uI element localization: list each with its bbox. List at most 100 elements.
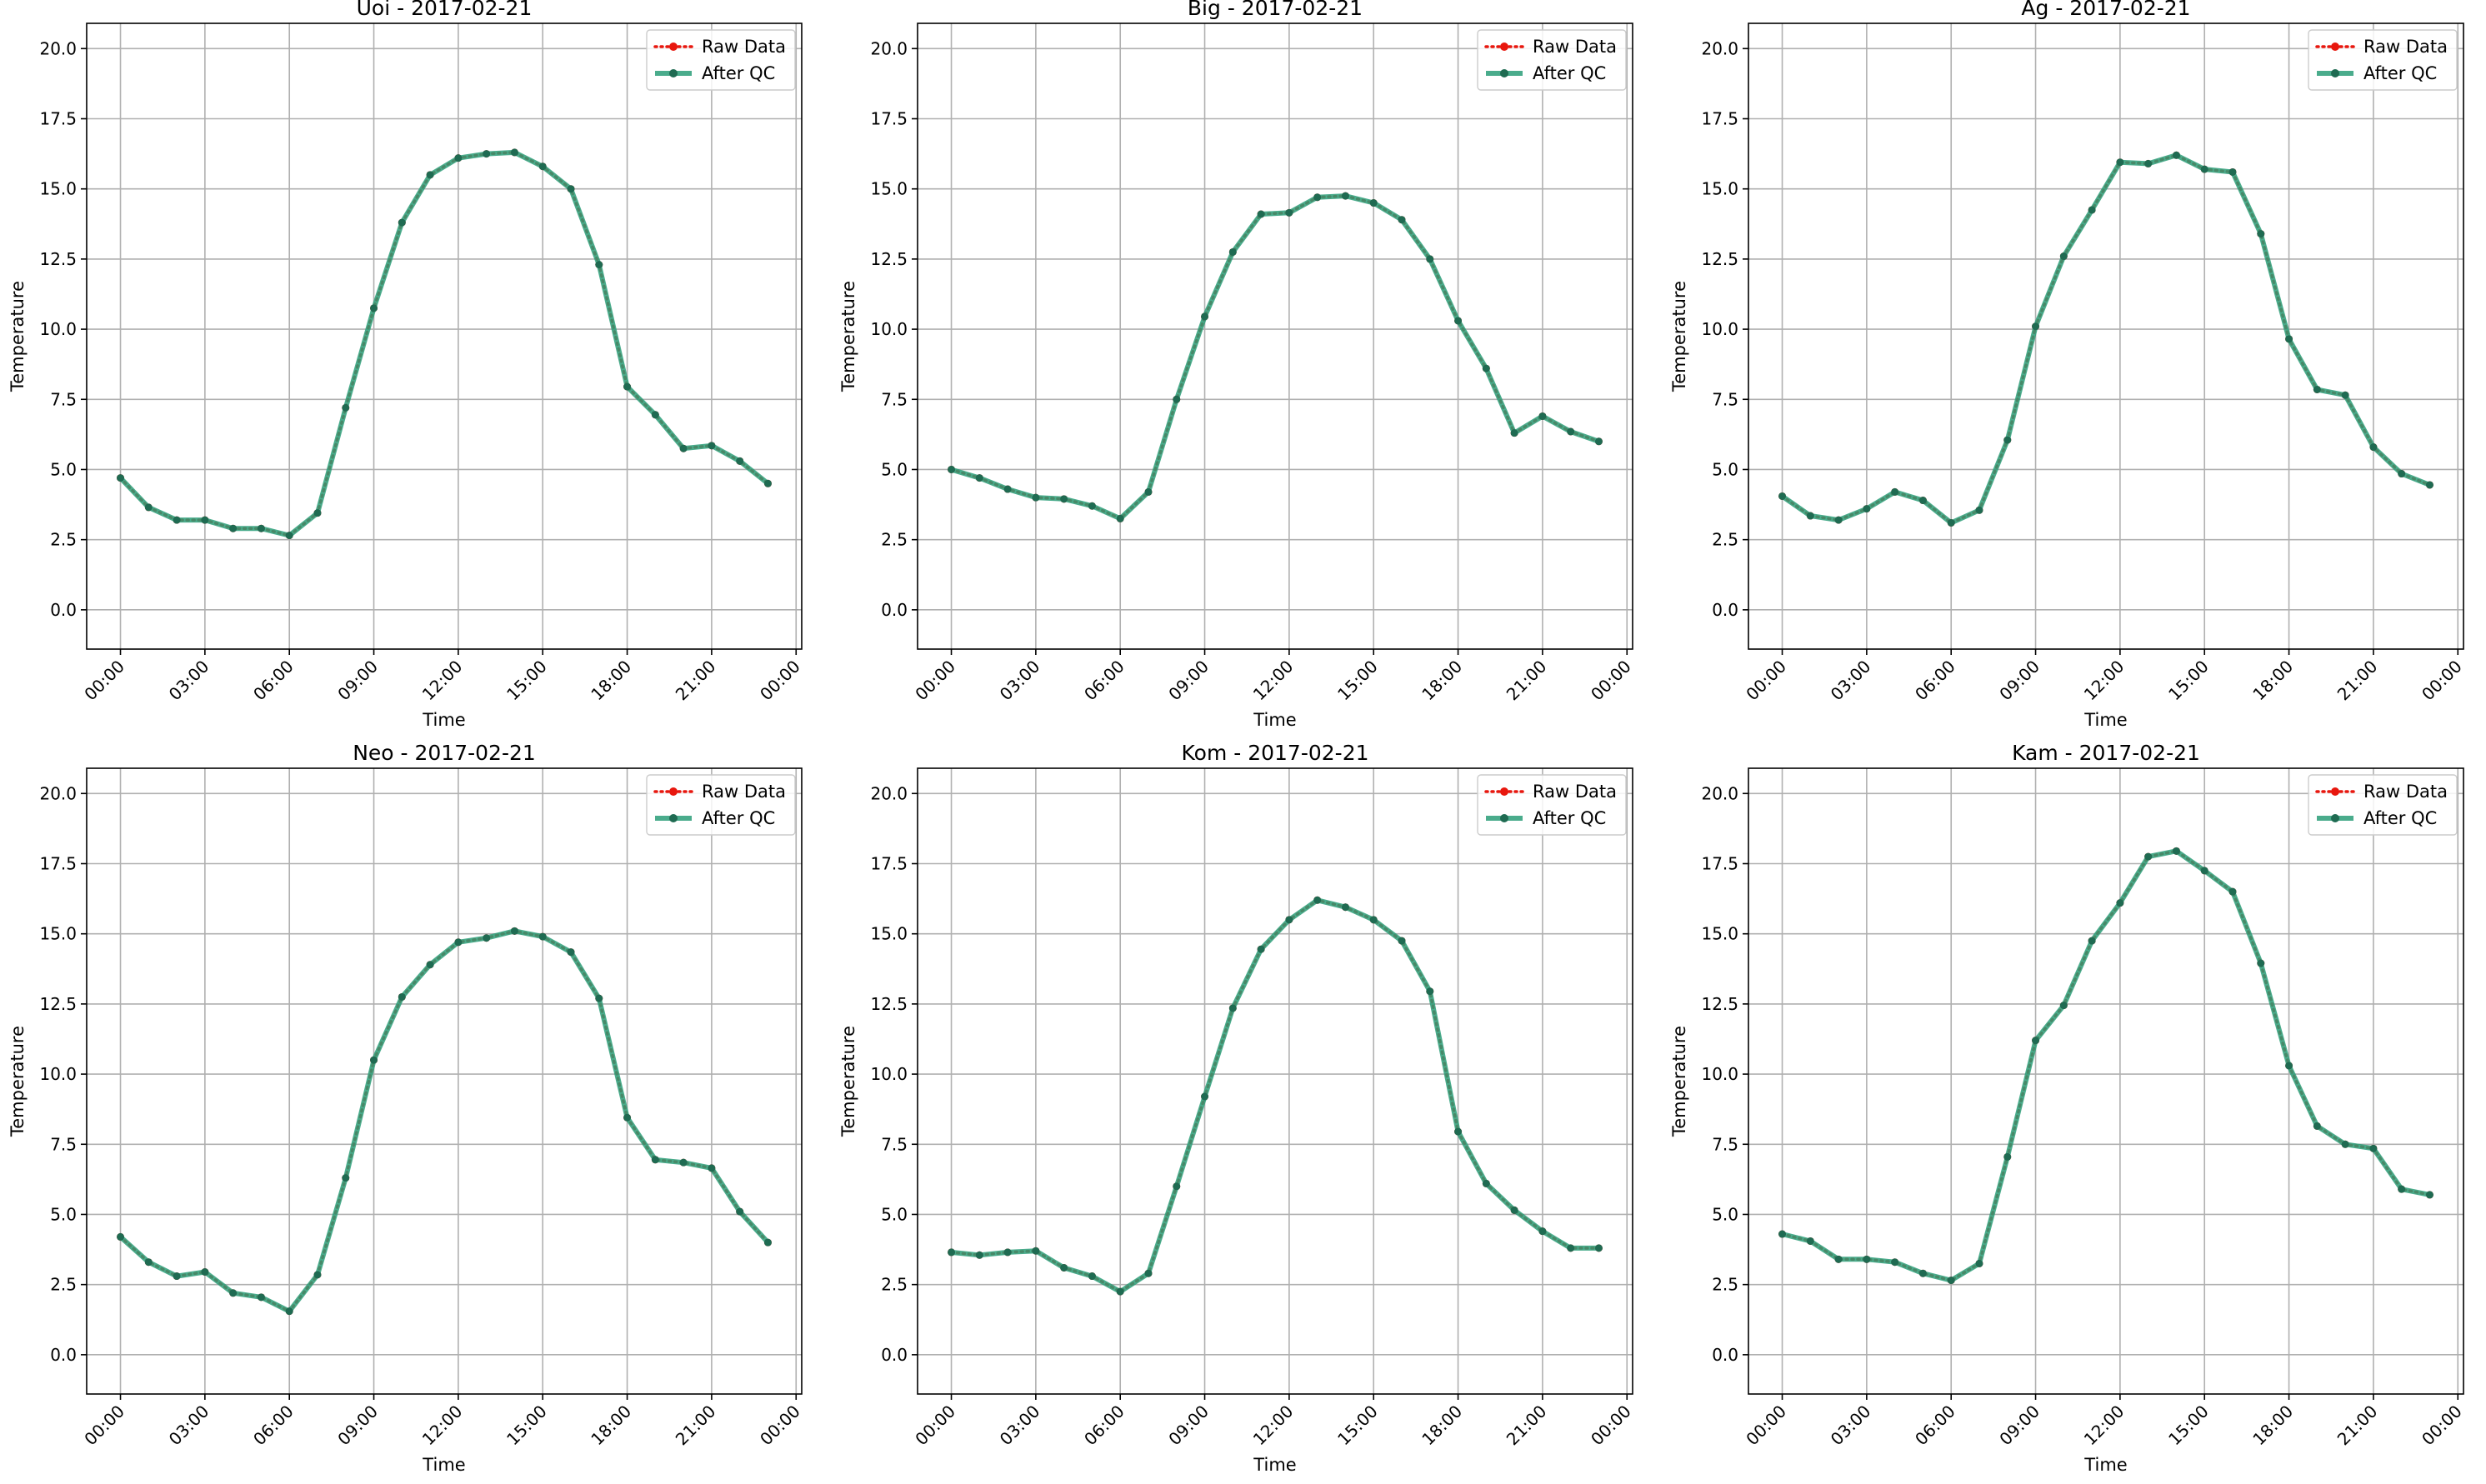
subplot-5: 0.0 2.5 5.0 7.5 10.0 12.5 15.0 17.5 20.0 00:00 03:…	[838, 741, 1635, 1475]
x-tick-label: 15:00	[503, 1402, 551, 1450]
x-tick-label: 06:00	[249, 1402, 298, 1450]
data-point-after-qc	[2313, 385, 2321, 393]
data-point-after-qc	[975, 474, 983, 482]
x-axis-label: Time	[1253, 710, 1296, 730]
data-point-after-qc	[2425, 481, 2433, 489]
data-point-after-qc	[454, 938, 463, 947]
legend: Raw Data After QC	[1477, 29, 1627, 91]
data-point-after-qc	[2003, 436, 2012, 444]
y-tick-label: 12.5	[870, 249, 908, 269]
legend: Raw Data After QC	[1477, 774, 1627, 836]
data-point-after-qc	[538, 932, 547, 941]
data-point-after-qc	[1594, 1244, 1603, 1252]
x-tick-label: 00:00	[2418, 1402, 2466, 1450]
x-tick-label: 06:00	[1080, 657, 1128, 705]
data-point-after-qc	[483, 150, 491, 158]
data-point-after-qc	[708, 1164, 716, 1172]
x-tick-label: 03:00	[165, 1402, 213, 1450]
y-tick-label: 7.5	[881, 389, 908, 409]
legend-marker-after-qc	[1500, 69, 1508, 77]
chart-title: Big - 2017-02-21	[1188, 0, 1363, 20]
data-point-after-qc	[144, 1258, 153, 1267]
axes-frame	[1748, 767, 2464, 1395]
x-tick-label: 18:00	[2248, 657, 2297, 705]
legend-marker-after-qc	[669, 814, 678, 822]
y-tick-label: 10.0	[870, 1064, 908, 1084]
y-tick-label: 5.0	[1712, 459, 1738, 479]
plot-area	[87, 23, 802, 649]
data-point-after-qc	[201, 1268, 209, 1277]
y-tick-label: 0.0	[1712, 600, 1738, 620]
x-tick-label: 12:00	[2080, 657, 2128, 705]
axes-frame	[1748, 22, 2464, 650]
y-tick-label: 7.5	[50, 1134, 77, 1154]
x-tick-label: 06:00	[1911, 657, 1959, 705]
y-tick-label: 12.5	[870, 994, 908, 1014]
data-point-after-qc	[2059, 252, 2068, 261]
x-axis-label: Time	[422, 710, 465, 730]
data-point-after-qc	[1060, 1263, 1068, 1272]
x-tick-label: 15:00	[503, 657, 551, 705]
legend-marker-after-qc	[2331, 814, 2339, 822]
x-tick-label: 12:00	[1249, 1402, 1298, 1450]
data-point-after-qc	[1426, 987, 1434, 996]
data-point-after-qc	[1510, 429, 1518, 437]
y-tick-label: 15.0	[1701, 924, 1738, 944]
y-tick-label: 15.0	[39, 924, 77, 944]
data-point-after-qc	[708, 442, 716, 450]
y-tick-label: 12.5	[39, 994, 77, 1014]
data-point-after-qc	[567, 185, 575, 193]
y-tick-label: 5.0	[881, 459, 908, 479]
data-point-after-qc	[651, 411, 659, 419]
data-point-after-qc	[2172, 151, 2180, 159]
data-point-after-qc	[623, 382, 632, 391]
data-point-after-qc	[1257, 210, 1265, 218]
data-point-after-qc	[1510, 1206, 1518, 1214]
data-point-after-qc	[1313, 896, 1322, 904]
data-point-after-qc	[426, 171, 434, 179]
y-tick-label: 10.0	[39, 1064, 77, 1084]
x-tick-label: 09:00	[1995, 657, 2043, 705]
plot-area	[87, 768, 802, 1394]
y-tick-label: 10.0	[1701, 319, 1738, 339]
y-tick-label: 17.5	[39, 109, 77, 129]
y-tick-label: 5.0	[50, 1204, 77, 1224]
x-tick-label: 21:00	[672, 657, 720, 705]
x-tick-label: 03:00	[165, 657, 213, 705]
legend-label: Raw Data	[702, 37, 786, 57]
x-tick-label: 00:00	[1742, 657, 1790, 705]
x-tick-label: 03:00	[1827, 657, 1875, 705]
data-point-after-qc	[426, 961, 434, 969]
y-tick-label: 20.0	[870, 783, 908, 803]
data-point-after-qc	[1032, 493, 1040, 502]
data-point-after-qc	[117, 474, 125, 482]
chart-title: Kom - 2017-02-21	[1182, 741, 1369, 765]
axes-frame	[917, 22, 1633, 650]
data-point-after-qc	[2059, 1002, 2068, 1010]
x-tick-label: 00:00	[80, 657, 128, 705]
legend: Raw Data After QC	[2308, 29, 2458, 91]
y-tick-label: 15.0	[870, 179, 908, 199]
y-tick-label: 12.5	[1701, 249, 1738, 269]
data-point-after-qc	[2398, 1185, 2406, 1193]
y-tick-label: 0.0	[881, 600, 908, 620]
y-tick-label: 5.0	[50, 459, 77, 479]
y-tick-label: 10.0	[870, 319, 908, 339]
x-tick-label: 00:00	[1587, 657, 1635, 705]
data-point-after-qc	[736, 1207, 744, 1216]
data-point-after-qc	[1891, 487, 1899, 496]
data-point-after-qc	[1975, 506, 1983, 514]
x-tick-label: 06:00	[1911, 1402, 1959, 1450]
axes-frame	[917, 767, 1633, 1395]
data-point-after-qc	[2285, 1062, 2293, 1070]
data-point-after-qc	[2003, 1152, 2012, 1161]
legend-label: After QC	[702, 63, 775, 83]
data-point-after-qc	[2425, 1191, 2433, 1199]
x-tick-label: 18:00	[2248, 1402, 2297, 1450]
data-point-after-qc	[483, 934, 491, 942]
data-point-after-qc	[229, 1289, 238, 1297]
data-point-after-qc	[1594, 437, 1603, 446]
y-tick-label: 0.0	[50, 1345, 77, 1365]
data-point-after-qc	[398, 218, 406, 227]
data-point-after-qc	[1201, 312, 1209, 321]
